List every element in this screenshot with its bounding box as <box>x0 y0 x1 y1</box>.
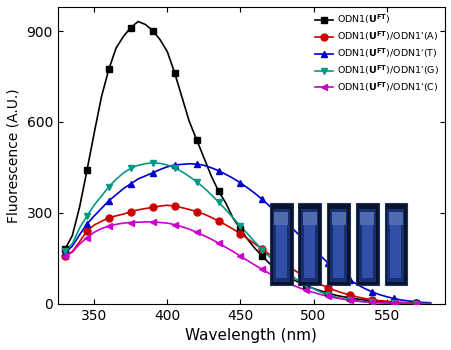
Y-axis label: Fluorescence (A.U.): Fluorescence (A.U.) <box>7 88 21 223</box>
X-axis label: Wavelength (nm): Wavelength (nm) <box>185 328 317 343</box>
Legend: ODN1($\bf{U}^{FT}$), ODN1($\bf{U}^{FT}$)/ODN1'(A), ODN1($\bf{U}^{FT}$)/ODN1'(T),: ODN1($\bf{U}^{FT}$), ODN1($\bf{U}^{FT}$)… <box>310 9 442 98</box>
